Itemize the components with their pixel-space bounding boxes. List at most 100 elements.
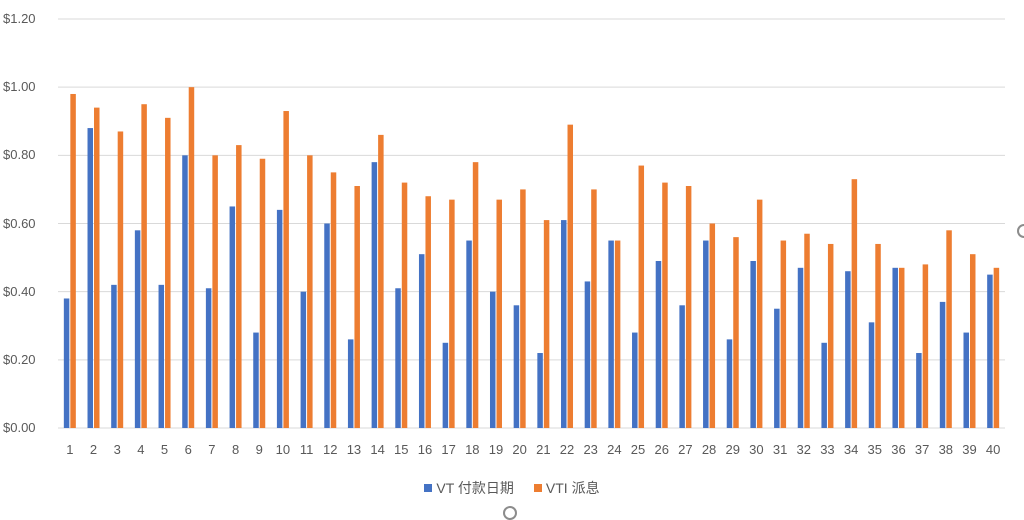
x-tick-label: 38 xyxy=(938,442,954,457)
bar-vt xyxy=(418,254,425,428)
bar-vti xyxy=(354,186,360,428)
bar-vti xyxy=(283,111,289,429)
bar-vti xyxy=(141,104,147,428)
x-tick-label: 35 xyxy=(867,442,883,457)
resize-handle-bottom[interactable] xyxy=(503,506,517,520)
bar-vti xyxy=(780,240,787,428)
legend-label: VTI 派息 xyxy=(545,480,600,496)
bar-vt xyxy=(253,332,259,428)
x-tick-label: 25 xyxy=(630,442,646,457)
bar-vt xyxy=(608,240,614,428)
x-tick-label: 21 xyxy=(536,442,551,457)
bar-vt xyxy=(584,281,591,428)
legend-label: VT 付款日期 xyxy=(436,480,514,496)
bar-vti xyxy=(496,199,502,428)
bar-vt xyxy=(868,322,875,428)
bar-vti xyxy=(756,199,763,428)
bar-vt xyxy=(561,220,567,428)
bar-vti xyxy=(212,155,218,429)
plot-area xyxy=(58,18,1005,429)
y-tick-label: $0.20 xyxy=(3,351,36,367)
legend-swatch-blue xyxy=(424,484,433,492)
legend-item-vti: VTI 派息 xyxy=(533,478,600,498)
x-tick-label: 2 xyxy=(89,442,98,457)
x-tick-label: 12 xyxy=(323,442,338,457)
x-tick-label: 15 xyxy=(394,442,409,457)
x-tick-label: 23 xyxy=(583,442,598,457)
bar-vt xyxy=(347,339,354,428)
bar-vt xyxy=(963,332,969,428)
bar-vti xyxy=(827,243,834,428)
x-tick-label: 11 xyxy=(299,442,314,457)
bar-vt xyxy=(655,260,662,428)
bar-vti xyxy=(946,230,952,428)
x-tick-label: 40 xyxy=(985,442,1001,457)
bar-vt xyxy=(987,274,993,428)
x-tick-label: 33 xyxy=(820,442,835,457)
bar-vt xyxy=(229,206,236,428)
bar-vti xyxy=(165,117,171,428)
bar-vt xyxy=(489,291,496,428)
bar-vti xyxy=(520,189,526,428)
bar-vt xyxy=(324,223,330,428)
bar-vt xyxy=(182,155,188,429)
x-tick-label: 13 xyxy=(346,442,362,457)
x-tick-label: 4 xyxy=(137,442,145,457)
x-tick-label: 10 xyxy=(275,442,291,457)
x-tick-label: 9 xyxy=(255,442,263,457)
bar-vt xyxy=(276,209,283,428)
bar-vt xyxy=(205,288,212,428)
x-tick-label: 29 xyxy=(725,442,740,457)
bar-vti xyxy=(851,179,858,428)
bar-vt xyxy=(726,339,733,428)
bar-vti xyxy=(236,145,242,428)
bar-vt xyxy=(939,301,946,428)
bar-vti xyxy=(567,124,574,429)
bar-vt xyxy=(750,260,756,428)
bar-vti xyxy=(804,233,810,428)
x-tick-label: 31 xyxy=(772,442,788,457)
x-tick-label: 39 xyxy=(962,442,977,457)
bar-vti xyxy=(898,267,905,428)
bar-vt xyxy=(537,353,543,428)
x-tick-label: 18 xyxy=(465,442,480,457)
legend-swatch-orange xyxy=(533,484,542,492)
bar-vt xyxy=(797,267,804,428)
bar-vt xyxy=(703,240,709,428)
bar-vti xyxy=(449,199,455,428)
x-tick-label: 30 xyxy=(749,442,764,457)
bar-vt xyxy=(395,288,401,428)
bar-vt xyxy=(821,342,827,428)
bar-vt xyxy=(442,342,449,428)
bar-vti xyxy=(259,158,266,428)
x-tick-label: 22 xyxy=(559,442,575,457)
x-tick-label: 17 xyxy=(441,442,456,457)
bar-vti xyxy=(543,220,550,428)
bar-vti xyxy=(662,182,668,428)
x-tick-label: 19 xyxy=(488,442,504,457)
bar-vt xyxy=(134,230,141,428)
x-tick-label: 14 xyxy=(370,442,385,457)
bar-vti xyxy=(330,172,337,428)
bar-vt xyxy=(892,267,898,428)
resize-handle-right[interactable] xyxy=(1017,224,1024,238)
bar-vti xyxy=(591,189,597,428)
x-tick-label: 34 xyxy=(843,442,859,457)
bar-vti xyxy=(117,131,124,428)
x-tick-label: 36 xyxy=(891,442,906,457)
x-tick-label: 1 xyxy=(66,442,74,457)
bar-vti xyxy=(733,237,739,428)
bar-vti xyxy=(709,223,716,428)
bar-vti xyxy=(70,93,76,428)
bar-vti xyxy=(472,162,479,428)
y-tick-label: $0.80 xyxy=(3,147,36,163)
y-tick-label: $1.00 xyxy=(3,79,36,95)
bar-vti xyxy=(401,182,408,428)
bar-vti xyxy=(378,134,384,428)
y-tick-label: $1.20 xyxy=(3,11,36,26)
bar-vt xyxy=(87,128,94,429)
x-tick-label: 3 xyxy=(113,442,121,457)
bar-vti xyxy=(307,155,313,429)
x-tick-label: 26 xyxy=(654,442,669,457)
x-tick-label: 28 xyxy=(701,442,717,457)
